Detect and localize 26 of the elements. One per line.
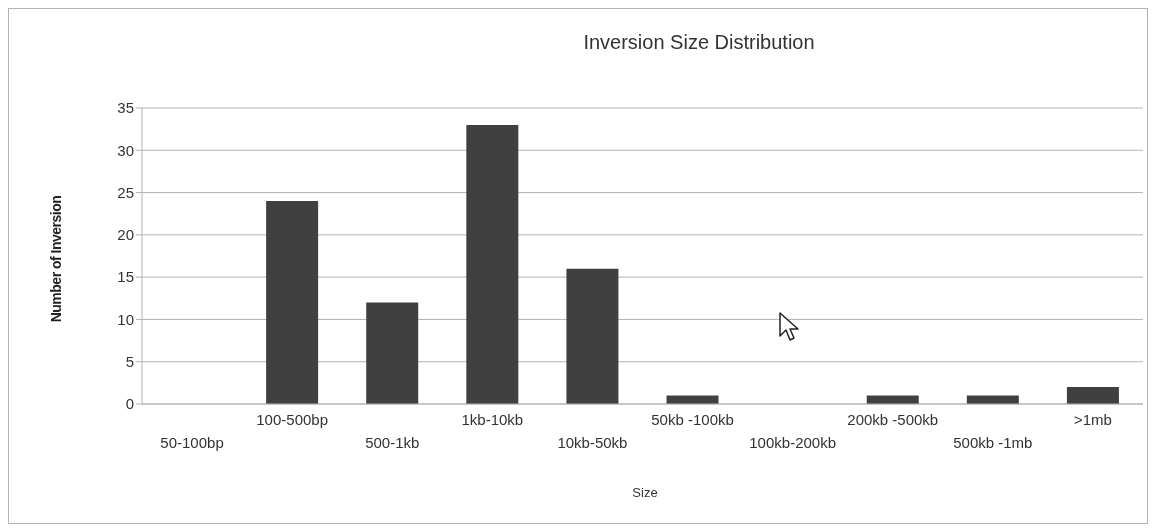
x-tick-label: 100-500bp	[256, 411, 329, 428]
y-tick-label: 10	[117, 310, 134, 328]
y-tick-label: 5	[125, 353, 134, 371]
x-tick-label: 500kb -1mb	[953, 434, 1033, 451]
y-tick-label: 0	[125, 395, 134, 413]
y-tick-label: 35	[117, 99, 134, 117]
bar	[1066, 387, 1119, 404]
x-tick-label: 50-100bp	[160, 434, 224, 451]
chart-title: Inversion Size Distribution	[582, 31, 816, 54]
x-tick-label: 500-1kb	[365, 434, 420, 451]
x-tick-label: 200kb -500kb	[847, 411, 939, 428]
y-axis-title: Number of Inversion	[48, 195, 64, 323]
y-tick-label: 15	[117, 268, 134, 286]
bar	[466, 124, 519, 404]
x-tick-label: 50kb -100kb	[651, 411, 734, 428]
bar	[566, 268, 619, 404]
x-tick-label: >1mb	[1073, 411, 1112, 428]
y-tick-label: 30	[117, 141, 134, 159]
x-tick-label: 10kb-50kb	[557, 434, 628, 451]
x-axis-title: Size	[631, 485, 659, 500]
y-tick-label: 25	[117, 183, 134, 201]
x-tick-label: 1kb-10kb	[461, 411, 524, 428]
y-tick-label: 20	[117, 226, 134, 244]
bar	[266, 201, 319, 404]
bar	[366, 302, 419, 404]
x-tick-label: 100kb-200kb	[749, 434, 837, 451]
